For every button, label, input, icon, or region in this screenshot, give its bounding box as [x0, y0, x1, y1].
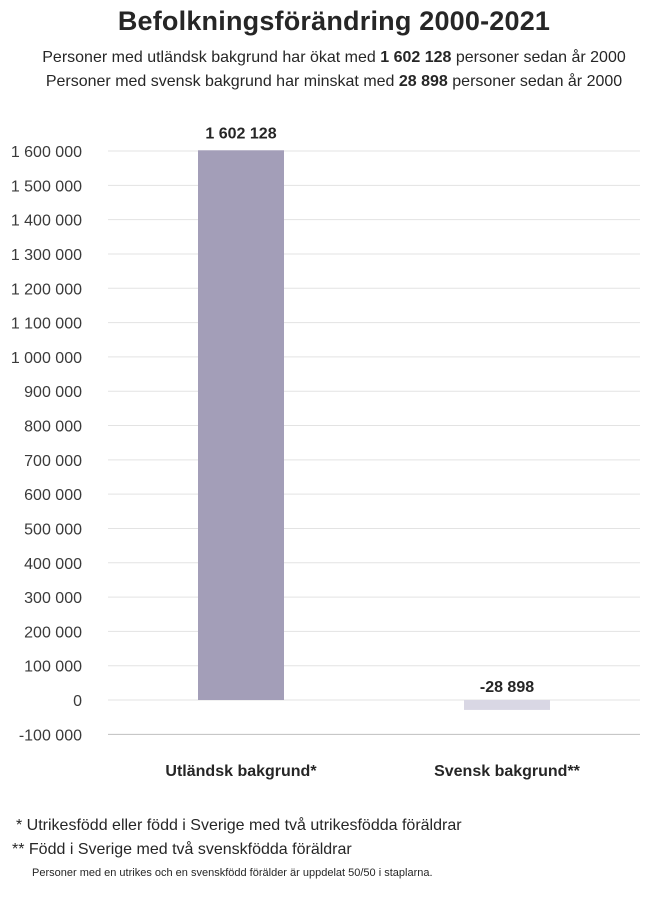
subtitle-text: Personer med svensk bakgrund har minskat…: [45, 73, 399, 90]
subtitle-value: 28 898: [398, 73, 448, 90]
y-axis: -100 000 0 100 000 200 000 300 000 400 000 500…: [11, 144, 82, 744]
chart-title: Befolkningsförändring 2000-2021: [117, 6, 551, 36]
subtitle-line-foreign: Personer med utländsk bakgrund har ökat …: [0, 49, 668, 67]
y-tick-label: 1 600 000: [11, 144, 82, 161]
y-tick-label: 1 500 000: [11, 178, 82, 195]
y-tick-label: 800 000: [24, 419, 82, 436]
data-label: -28 898: [480, 679, 534, 696]
subtitle-value: 1 602 128: [380, 49, 452, 66]
y-tick-label: 400 000: [24, 556, 82, 573]
footnote-swedish: ** Född i Sverige med två svenskfödda fö…: [12, 841, 352, 858]
x-axis: Utländsk bakgrund* Svensk bakgrund**: [165, 763, 580, 780]
y-tick-label: 900 000: [24, 384, 82, 401]
y-tick-label: 1 000 000: [11, 350, 82, 367]
subtitle-text: personer sedan år 2000: [447, 73, 623, 90]
y-tick-label: -100 000: [19, 727, 82, 744]
x-category-label: Svensk bakgrund**: [434, 763, 581, 780]
data-label: 1 602 128: [205, 125, 276, 142]
subtitle-text: Personer med utländsk bakgrund har ökat …: [42, 49, 381, 66]
bars: [198, 150, 550, 710]
y-tick-label: 200 000: [24, 624, 82, 641]
gridlines: [108, 150, 640, 735]
y-tick-label: 1 300 000: [11, 247, 82, 264]
y-tick-label: 1 200 000: [11, 281, 82, 298]
y-tick-label: 1 100 000: [11, 316, 82, 333]
y-tick-label: 700 000: [24, 453, 82, 470]
y-tick-label: 100 000: [24, 659, 82, 676]
data-labels: 1 602 128 -28 898: [205, 125, 534, 696]
bar-utlandsk: [198, 150, 284, 700]
subtitle-text: personer sedan år 2000: [451, 49, 626, 66]
subtitle-line-swedish: Personer med svensk bakgrund har minskat…: [0, 73, 668, 91]
footnote-foreign: * Utrikesfödd eller född i Sverige med t…: [16, 817, 462, 834]
footnote-split: Personer med en utrikes och en svenskföd…: [32, 867, 433, 879]
y-tick-label: 1 400 000: [11, 213, 82, 230]
y-tick-label: 0: [73, 693, 82, 710]
y-tick-label: 600 000: [24, 487, 82, 504]
x-category-label: Utländsk bakgrund*: [165, 763, 317, 780]
y-tick-label: 300 000: [24, 590, 82, 607]
bar-svensk: [464, 700, 550, 710]
y-tick-label: 500 000: [24, 521, 82, 538]
